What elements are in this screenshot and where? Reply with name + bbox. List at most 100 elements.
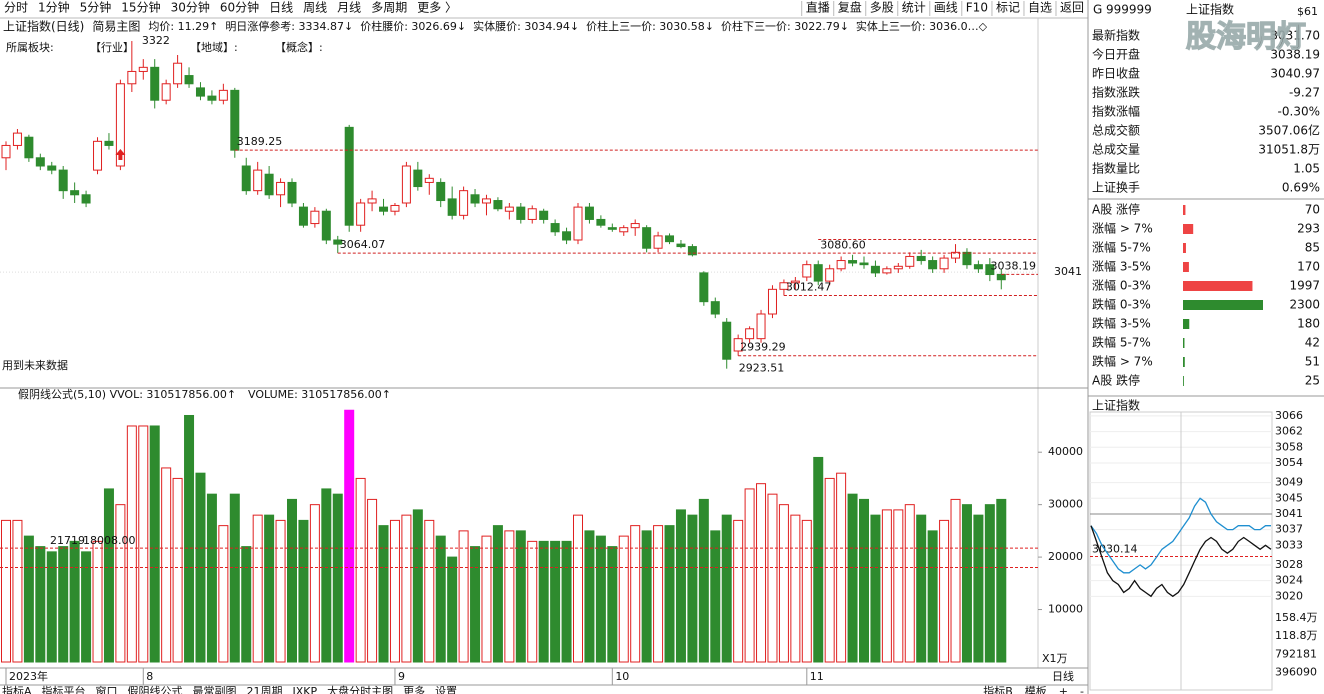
candle-body [424,177,434,183]
toolbar-button[interactable]: 直播 [806,1,830,15]
candle-body [756,313,766,340]
y-tick-label: 20000 [1048,550,1083,563]
candle-body [687,246,697,256]
toolbar-tab[interactable]: 更多 〉 [417,1,457,15]
volume-bar [309,504,320,663]
bottom-tab[interactable]: 窗口 [96,684,118,694]
level-label: 3038.19 [991,259,1037,272]
volume-bar [412,509,423,663]
candle-body [584,206,594,220]
unit-label: X1万 [1042,652,1068,665]
breadth-label: 涨幅 0-3% [1092,278,1151,293]
toolbar-tab[interactable]: 周线 [303,1,327,15]
quote-label: 总成交额 [1092,123,1140,138]
volume-bar [389,519,400,663]
candle-body [962,251,972,266]
breadth-bar [1183,376,1184,386]
candle-body [150,66,160,101]
bottom-tab[interactable]: 假阴线公式 [128,684,183,694]
bottom-tab[interactable]: 更多 [403,684,425,694]
volume-bar [1,519,11,663]
x-tick-label: 11 [810,670,824,683]
candle-body [928,260,938,270]
quote-label: 上证换手 [1092,181,1140,195]
breadth-bar [1183,357,1185,367]
breadth-bar [1183,262,1189,272]
candle-body [93,140,103,171]
candle-body [1,144,11,159]
bottom-tab[interactable]: 指标平台 [42,684,86,694]
candle-body [665,235,675,243]
candle-body [870,265,880,274]
volume-bar [401,514,412,663]
toolbar-tab[interactable]: 30分钟 [171,0,210,15]
candle-body [619,227,629,233]
volume-bar [435,535,446,663]
volume-bar [664,525,675,663]
toolbar-button[interactable]: 返回 [1060,1,1084,15]
toolbar-tab[interactable]: 5分钟 [80,0,112,15]
volume-bar [229,493,240,663]
bottom-tab[interactable]: JXKP [292,685,318,694]
bottom-tab[interactable]: 指标B [983,684,1013,694]
bottom-tab[interactable]: 设置 [435,685,457,694]
volume-bar [939,519,950,663]
candle-body [779,282,789,290]
volume-bar [481,535,492,663]
toolbar-tab[interactable]: 多周期 [371,1,407,15]
candle-body [81,194,91,204]
mini-y-tick: 3024 [1275,574,1303,587]
candle-body [813,264,823,282]
indicator-value: 价柱下三一价: 3022.79↓ [721,19,849,33]
toolbar-tab[interactable]: 分时 [4,1,28,15]
candle-body [333,239,343,245]
toolbar-tab[interactable]: 日线 [269,1,293,15]
breadth-count: 85 [1305,241,1320,255]
candle-body [298,206,308,226]
volume-bar [321,488,332,663]
toolbar-tab[interactable]: 60分钟 [220,0,259,15]
y-tick-label: 10000 [1048,603,1083,616]
bottom-tab[interactable]: 模板 [1025,684,1047,694]
toolbar-button[interactable]: 多股 [870,1,894,15]
candle-body [939,257,949,270]
quote-label: 指数涨幅 [1092,104,1140,119]
toolbar-button[interactable]: 复盘 [838,0,862,15]
toolbar-button[interactable]: 统计 [902,1,926,15]
toolbar-button[interactable]: 画线 [934,1,958,15]
candle-body [104,140,114,146]
toolbar-button[interactable]: F10 [966,1,988,15]
bottom-tab[interactable]: 指标A [2,684,32,694]
toolbar-button[interactable]: 自选 [1028,1,1052,15]
candle-body [184,75,194,85]
mark-label: 3030.14 [1092,543,1138,556]
volume-bar [23,535,34,663]
bottom-tab[interactable]: + [1059,685,1068,694]
bottom-tab[interactable]: 大盘分时主图 [327,684,393,694]
volume-bar [298,519,309,663]
level-label: 3189.25 [237,135,282,148]
up-arrow [115,149,126,160]
bottom-tab[interactable]: - [1080,685,1084,694]
volume-bar [81,551,92,663]
volume-bar [893,509,904,663]
volume-bar [618,535,629,663]
toolbar-button[interactable]: 标记 [996,1,1020,15]
bottom-tab[interactable]: 最常副图 [193,685,237,694]
toolbar-tab[interactable]: 月线 [337,1,361,15]
candle-body [276,181,286,196]
candle-body [253,169,263,192]
sector-label: 所属板块: [6,40,54,54]
breadth-label: 涨幅 3-5% [1092,259,1151,274]
bottom-tab[interactable]: 21周期 [247,685,283,694]
breadth-label: 跌幅 3-5% [1092,316,1151,331]
breadth-count: 170 [1297,260,1320,274]
candle-body [493,200,503,210]
toolbar-tab[interactable]: 15分钟 [121,0,160,15]
volume-bar [561,540,572,663]
breadth-label: 涨幅 > 7% [1092,221,1153,236]
candle-body [516,206,526,220]
toolbar-tab[interactable]: 1分钟 [38,0,70,15]
volume-bar [584,530,595,663]
volume-bar [607,546,618,663]
